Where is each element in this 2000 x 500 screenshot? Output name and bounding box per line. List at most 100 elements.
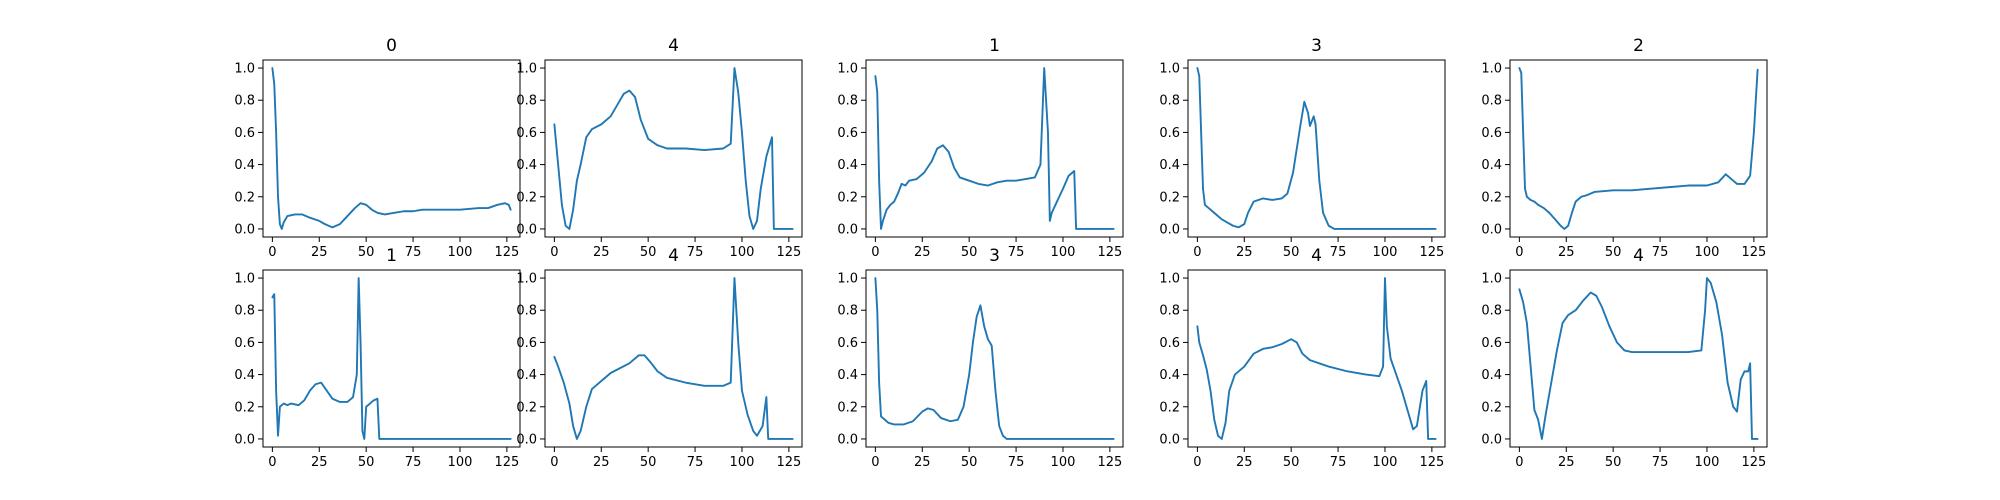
subplot-title: 1 bbox=[386, 246, 397, 266]
y-tick-label: 0.0 bbox=[1481, 222, 1502, 237]
x-tick-label: 75 bbox=[1008, 455, 1025, 470]
y-tick-label: 0.6 bbox=[837, 336, 858, 351]
series-line bbox=[553, 277, 794, 440]
x-tick-label: 25 bbox=[593, 455, 610, 470]
y-tick-label: 0.0 bbox=[234, 432, 255, 447]
y-tick-label: 1.0 bbox=[837, 62, 858, 77]
series-line bbox=[271, 67, 512, 230]
x-tick-label: 125 bbox=[1419, 455, 1444, 470]
subplot-1: 4 0 25 50 75 100 125 0.0 0.2 0.4 0.6 0.8 1.0 bbox=[516, 36, 803, 260]
x-tick-label: 50 bbox=[640, 455, 657, 470]
y-tick-label: 0.8 bbox=[1481, 304, 1502, 319]
y-tick-label: 0.0 bbox=[837, 222, 858, 237]
x-tick-label: 100 bbox=[730, 245, 755, 260]
series-line bbox=[1518, 67, 1759, 230]
subplot-title: 3 bbox=[989, 246, 1000, 266]
y-tick-label: 0.8 bbox=[234, 304, 255, 319]
x-tick-label: 125 bbox=[1097, 245, 1122, 260]
y-tick-label: 0.0 bbox=[837, 432, 858, 447]
x-tick-label: 100 bbox=[448, 245, 473, 260]
x-tick-label: 75 bbox=[1652, 245, 1669, 260]
x-tick-label: 25 bbox=[593, 245, 610, 260]
x-tick-label: 0 bbox=[550, 455, 558, 470]
y-tick-label: 0.8 bbox=[837, 94, 858, 109]
subplot-3: 3 0 25 50 75 100 125 0.0 0.2 0.4 0.6 0.8 1.0 bbox=[1159, 36, 1446, 260]
x-tick-label: 0 bbox=[268, 455, 276, 470]
x-tick-label: 25 bbox=[311, 245, 328, 260]
x-tick-label: 0 bbox=[550, 245, 558, 260]
y-tick-label: 0.2 bbox=[234, 400, 255, 415]
x-tick-label: 50 bbox=[961, 455, 978, 470]
plot-frame bbox=[1509, 59, 1768, 238]
x-tick-label: 100 bbox=[1695, 245, 1720, 260]
x-tick-label: 75 bbox=[405, 455, 422, 470]
y-tick-label: 1.0 bbox=[837, 272, 858, 287]
y-tick-label: 1.0 bbox=[1481, 62, 1502, 77]
y-tick-label: 0.4 bbox=[234, 158, 255, 173]
y-tick-label: 0.8 bbox=[234, 94, 255, 109]
y-tick-label: 0.4 bbox=[516, 368, 537, 383]
x-tick-label: 125 bbox=[494, 455, 519, 470]
plot-frame bbox=[544, 269, 803, 448]
x-tick-label: 100 bbox=[730, 455, 755, 470]
y-tick-label: 0.6 bbox=[1481, 126, 1502, 141]
y-tick-label: 0.4 bbox=[1481, 368, 1502, 383]
y-tick-label: 1.0 bbox=[1159, 272, 1180, 287]
y-tick-label: 0.2 bbox=[837, 400, 858, 415]
y-tick-label: 0.2 bbox=[234, 190, 255, 205]
x-tick-label: 100 bbox=[1695, 455, 1720, 470]
subplot-title: 3 bbox=[1311, 36, 1322, 56]
y-tick-label: 0.8 bbox=[1159, 94, 1180, 109]
subplot-title: 0 bbox=[386, 36, 397, 56]
y-tick-label: 1.0 bbox=[1481, 272, 1502, 287]
x-tick-label: 125 bbox=[776, 245, 801, 260]
series-line bbox=[553, 67, 794, 230]
x-tick-label: 50 bbox=[1283, 245, 1300, 260]
subplot-title: 4 bbox=[1633, 246, 1644, 266]
y-tick-label: 0.0 bbox=[516, 432, 537, 447]
x-tick-label: 75 bbox=[1652, 455, 1669, 470]
y-tick-label: 0.0 bbox=[1159, 432, 1180, 447]
y-tick-label: 1.0 bbox=[516, 272, 537, 287]
x-tick-label: 125 bbox=[1741, 245, 1766, 260]
x-tick-label: 75 bbox=[1008, 245, 1025, 260]
y-tick-label: 1.0 bbox=[234, 272, 255, 287]
y-tick-label: 0.4 bbox=[1481, 158, 1502, 173]
y-tick-label: 0.8 bbox=[1159, 304, 1180, 319]
subplot-4: 2 0 25 50 75 100 125 0.0 0.2 0.4 0.6 0.8 1.0 bbox=[1481, 36, 1768, 260]
x-tick-label: 50 bbox=[358, 245, 375, 260]
y-tick-label: 0.2 bbox=[1481, 400, 1502, 415]
plot-frame bbox=[865, 269, 1124, 448]
x-tick-label: 0 bbox=[871, 245, 879, 260]
x-tick-label: 75 bbox=[687, 455, 704, 470]
subplot-title: 4 bbox=[1311, 246, 1322, 266]
x-tick-label: 25 bbox=[1236, 455, 1253, 470]
y-tick-label: 0.6 bbox=[1159, 126, 1180, 141]
x-tick-label: 25 bbox=[1558, 245, 1575, 260]
subplot-9: 4 0 25 50 75 100 125 0.0 0.2 0.4 0.6 0.8 1.0 bbox=[1481, 246, 1768, 470]
x-tick-label: 25 bbox=[311, 455, 328, 470]
subplot-6: 4 0 25 50 75 100 125 0.0 0.2 0.4 0.6 0.8 1.0 bbox=[516, 246, 803, 470]
subplot-2: 1 0 25 50 75 100 125 0.0 0.2 0.4 0.6 0.8 1.0 bbox=[837, 36, 1124, 260]
x-tick-label: 125 bbox=[1097, 455, 1122, 470]
series-line bbox=[1196, 67, 1437, 230]
x-tick-label: 0 bbox=[1193, 455, 1201, 470]
x-tick-label: 100 bbox=[1373, 455, 1398, 470]
x-tick-label: 25 bbox=[914, 455, 931, 470]
y-tick-label: 0.8 bbox=[837, 304, 858, 319]
x-tick-label: 100 bbox=[1373, 245, 1398, 260]
y-tick-label: 0.4 bbox=[1159, 158, 1180, 173]
y-tick-label: 0.4 bbox=[516, 158, 537, 173]
x-tick-label: 50 bbox=[358, 455, 375, 470]
y-tick-label: 0.2 bbox=[516, 400, 537, 415]
y-tick-label: 0.8 bbox=[516, 304, 537, 319]
plot-frame bbox=[1509, 269, 1768, 448]
y-tick-label: 0.2 bbox=[516, 190, 537, 205]
y-tick-label: 0.0 bbox=[234, 222, 255, 237]
x-tick-label: 0 bbox=[1515, 245, 1523, 260]
x-tick-label: 100 bbox=[1051, 245, 1076, 260]
x-tick-label: 125 bbox=[1741, 455, 1766, 470]
y-tick-label: 0.6 bbox=[1159, 336, 1180, 351]
x-tick-label: 75 bbox=[1330, 245, 1347, 260]
